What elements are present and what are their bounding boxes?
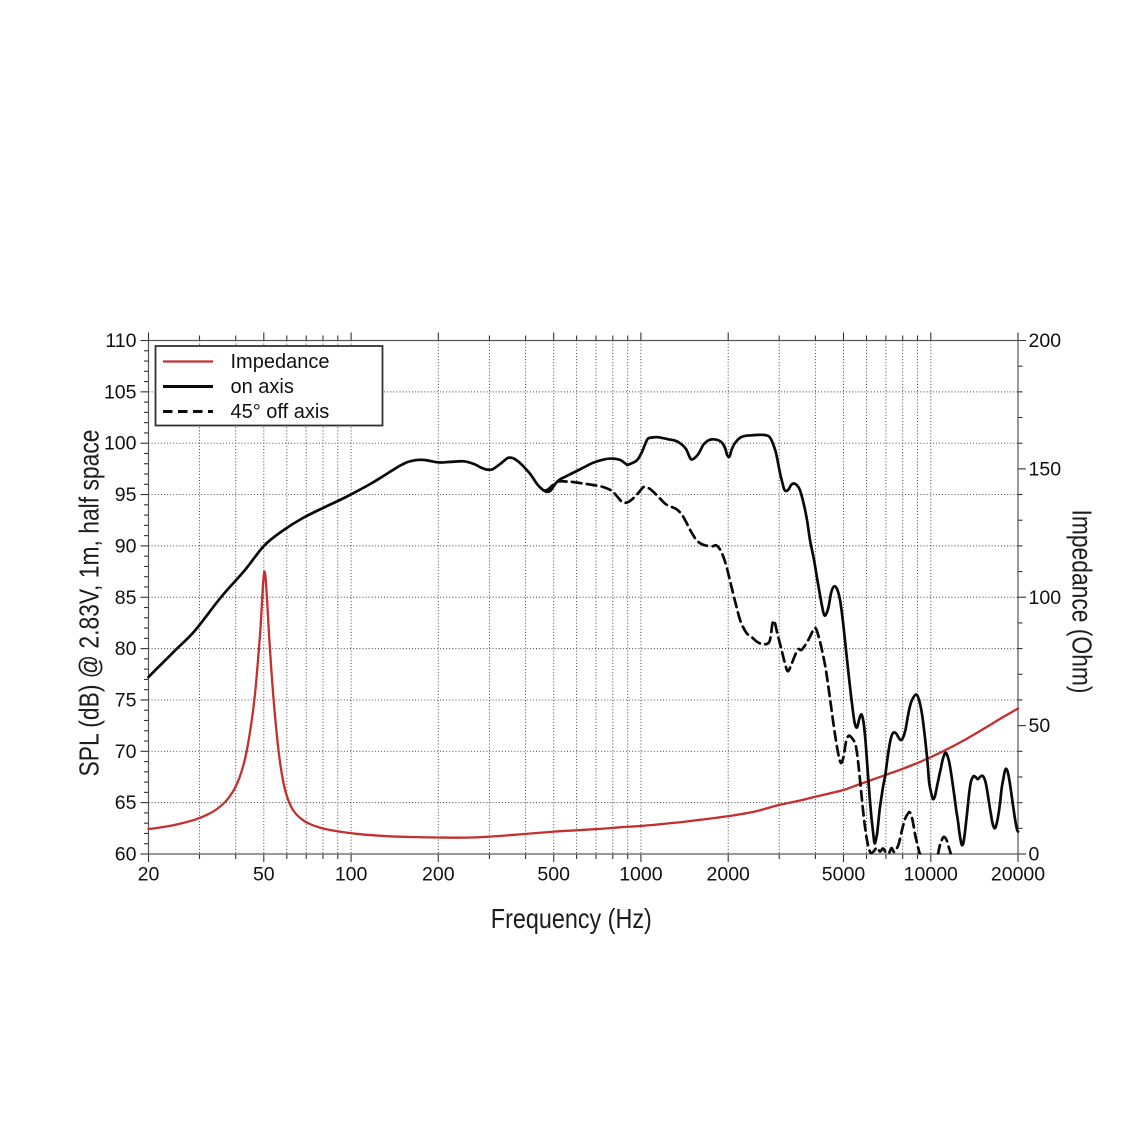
svg-text:Impedance: Impedance [231, 351, 330, 373]
svg-text:10000: 10000 [904, 864, 958, 886]
svg-text:100: 100 [335, 864, 368, 886]
svg-text:0: 0 [1029, 844, 1040, 866]
svg-text:45° off axis: 45° off axis [231, 401, 330, 423]
svg-text:50: 50 [1029, 715, 1051, 737]
svg-text:SPL (dB) @ 2.83V, 1m, half spa: SPL (dB) @ 2.83V, 1m, half space [74, 430, 105, 777]
svg-text:70: 70 [115, 741, 137, 763]
svg-text:150: 150 [1029, 458, 1062, 480]
svg-text:50: 50 [253, 864, 275, 886]
svg-text:95: 95 [115, 484, 137, 506]
svg-text:1000: 1000 [619, 864, 663, 886]
svg-text:2000: 2000 [707, 864, 751, 886]
svg-text:80: 80 [115, 638, 137, 660]
svg-text:85: 85 [115, 587, 137, 609]
svg-text:65: 65 [115, 792, 137, 814]
svg-text:75: 75 [115, 690, 137, 712]
svg-text:20000: 20000 [991, 864, 1045, 886]
svg-text:100: 100 [104, 433, 137, 455]
svg-text:110: 110 [105, 330, 136, 352]
svg-text:Frequency (Hz): Frequency (Hz) [491, 903, 652, 934]
svg-text:200: 200 [422, 864, 455, 886]
svg-text:105: 105 [104, 381, 137, 403]
svg-text:100: 100 [1029, 587, 1062, 609]
svg-text:Impedance (Ohm): Impedance (Ohm) [1067, 510, 1098, 694]
svg-text:on axis: on axis [231, 376, 294, 398]
svg-text:500: 500 [537, 864, 570, 886]
svg-text:90: 90 [115, 535, 137, 557]
svg-text:5000: 5000 [822, 864, 866, 886]
svg-text:60: 60 [115, 844, 137, 866]
svg-text:20: 20 [138, 864, 160, 886]
svg-text:200: 200 [1029, 330, 1062, 352]
